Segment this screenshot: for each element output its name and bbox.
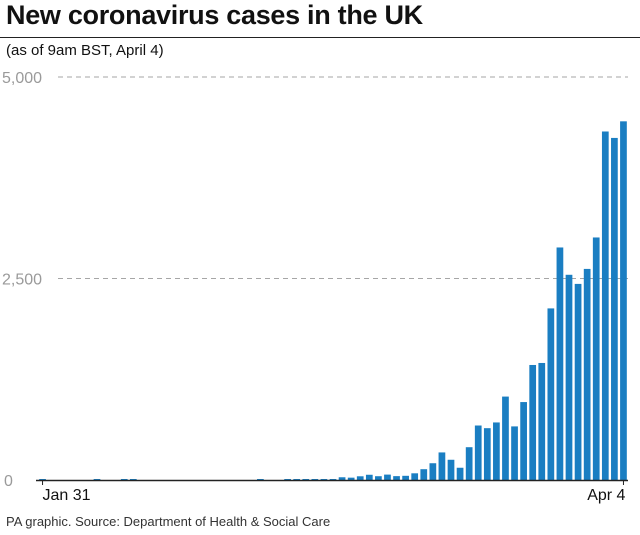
bar — [39, 479, 46, 480]
y-axis-ticks: 0 2,500 5,000 — [2, 70, 42, 490]
bar — [474, 425, 482, 480]
bar — [284, 479, 291, 480]
bar — [465, 447, 473, 480]
bar — [574, 283, 582, 480]
bar — [529, 364, 537, 480]
bar — [320, 479, 328, 480]
y-tick-label: 2,500 — [2, 272, 42, 289]
bar — [520, 402, 527, 480]
bar — [293, 479, 301, 480]
bar — [483, 428, 491, 480]
bar — [456, 467, 464, 480]
bar — [620, 121, 627, 480]
bar — [120, 479, 128, 480]
bar — [338, 477, 346, 480]
bar — [611, 137, 618, 480]
bar — [393, 476, 400, 480]
bar — [347, 477, 355, 480]
source-note: PA graphic. Source: Department of Health… — [6, 514, 331, 529]
bar — [429, 463, 437, 480]
bar — [502, 396, 509, 480]
bar — [438, 452, 446, 480]
bar — [384, 474, 391, 480]
bar — [601, 131, 609, 481]
x-tick-label: Apr 4 — [587, 487, 625, 504]
bars — [39, 121, 627, 481]
bar — [311, 479, 319, 480]
y-tick-label: 0 — [4, 473, 13, 490]
y-tick-label: 5,000 — [2, 70, 42, 87]
bar — [447, 459, 455, 480]
x-tick-label: Jan 31 — [43, 487, 91, 504]
bar — [511, 426, 518, 480]
chart-title: New coronavirus cases in the UK — [6, 0, 423, 30]
grid-lines — [58, 76, 628, 279]
bar — [420, 469, 428, 480]
x-axis-ticks: Jan 31 Apr 4 — [42, 480, 626, 504]
bar — [538, 362, 546, 480]
bar — [402, 475, 409, 480]
title-rule — [0, 37, 640, 38]
bar — [556, 247, 564, 480]
bar — [257, 479, 264, 480]
bar — [493, 422, 500, 480]
chart-subtitle: (as of 9am BST, April 4) — [6, 42, 164, 59]
bar — [375, 476, 382, 480]
bar — [129, 479, 137, 480]
bar — [302, 479, 310, 480]
bar — [356, 476, 364, 480]
bar — [93, 479, 101, 480]
bar — [583, 268, 591, 480]
bar — [365, 474, 373, 480]
bar — [565, 274, 573, 480]
bar — [411, 473, 419, 480]
bar — [547, 308, 555, 480]
bar — [592, 237, 600, 480]
bar — [329, 479, 337, 480]
